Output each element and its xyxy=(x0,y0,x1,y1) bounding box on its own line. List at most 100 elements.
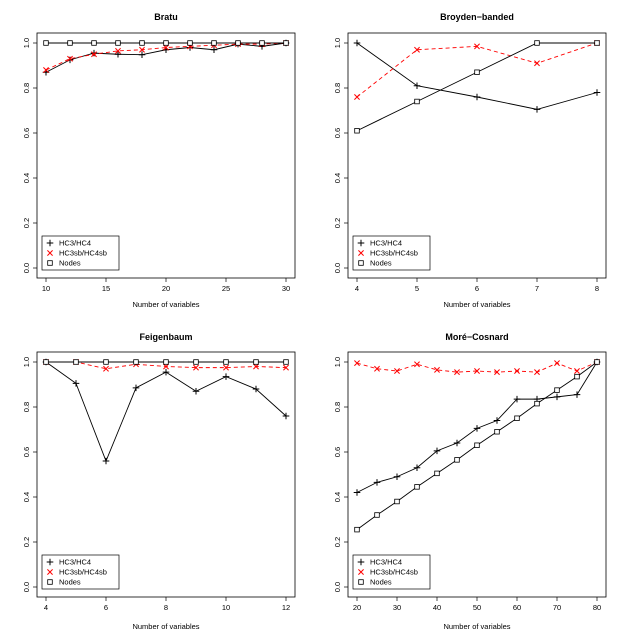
plot-panel-1: Bratu Number of variables 10 15 20 25 30 0.0 0.2… xyxy=(22,12,296,309)
data-point-square xyxy=(534,400,540,407)
data-point-square xyxy=(223,359,229,365)
x-axis-label: Number of variables xyxy=(132,622,199,631)
legend-label: HC3sb/HC4sb xyxy=(370,249,418,258)
y-tick-label: 1.0 xyxy=(22,357,31,367)
data-point-square xyxy=(374,512,380,518)
x-axis-label: Number of variables xyxy=(443,300,510,309)
legend-label: HC3sb/HC4sb xyxy=(370,568,418,577)
data-point-plus xyxy=(114,50,122,58)
data-point-cross xyxy=(434,366,440,373)
legend-label: HC3/HC4 xyxy=(59,558,91,567)
data-point-cross xyxy=(354,94,360,100)
data-point-square xyxy=(163,359,169,365)
data-point-square xyxy=(91,40,97,46)
data-point-square xyxy=(115,40,121,46)
data-point-square xyxy=(414,484,420,490)
x-tick-label: 20 xyxy=(353,603,361,612)
series-line-hc3sb-hc4sb xyxy=(45,42,287,71)
data-point-plus xyxy=(573,391,581,398)
data-point-square xyxy=(259,40,265,46)
data-point-cross xyxy=(163,44,169,51)
legend-label: HC3/HC4 xyxy=(59,239,91,248)
legend-box xyxy=(41,235,120,271)
legend-marker-cross xyxy=(358,250,364,256)
legend-marker-plus xyxy=(357,558,365,566)
series-line-hc3-hc4 xyxy=(45,361,287,463)
x-tick-label: 25 xyxy=(222,284,230,293)
y-tick-label: 0.2 xyxy=(22,537,31,547)
data-point-square xyxy=(283,40,289,46)
data-point-square xyxy=(454,457,460,463)
legend-marker-plus xyxy=(46,558,54,566)
x-tick-label: 20 xyxy=(162,284,170,293)
y-tick-label: 0.2 xyxy=(333,218,342,228)
data-point-cross xyxy=(454,369,460,376)
x-tick-label: 50 xyxy=(473,603,481,612)
data-point-square xyxy=(494,429,500,435)
data-point-plus xyxy=(593,89,601,96)
data-point-plus xyxy=(393,473,401,481)
data-point-plus xyxy=(473,93,481,101)
x-tick-label: 8 xyxy=(595,284,599,293)
data-point-plus xyxy=(282,412,290,420)
data-point-cross xyxy=(115,47,121,54)
y-tick-label: 0.6 xyxy=(22,128,31,138)
y-tick-label: 0.2 xyxy=(22,218,31,228)
legend-box xyxy=(352,235,431,271)
data-point-square xyxy=(163,40,169,46)
data-point-plus xyxy=(90,49,98,57)
chart-title: Moré−Cosnard xyxy=(445,332,508,342)
x-tick-label: 10 xyxy=(222,603,230,612)
x-tick-label: 6 xyxy=(475,284,479,293)
y-tick-label: 0.2 xyxy=(333,537,342,547)
plot-panel-2: Broyden−banded Number of variables 4 5 6 7 8 0.… xyxy=(333,12,607,309)
legend-box xyxy=(352,554,431,590)
data-point-cross xyxy=(534,369,540,376)
data-point-square xyxy=(434,470,440,477)
y-tick-label: 1.0 xyxy=(333,357,342,367)
legend-marker-cross xyxy=(47,569,53,575)
data-point-cross xyxy=(193,364,199,371)
data-point-cross xyxy=(91,51,97,58)
x-tick-label: 10 xyxy=(42,284,50,293)
legend-marker-square xyxy=(358,579,364,585)
legend-label: HC3/HC4 xyxy=(370,558,402,567)
data-point-cross xyxy=(283,364,289,371)
chart-title: Bratu xyxy=(154,12,178,22)
data-point-cross xyxy=(354,360,360,367)
y-tick-label: 0.0 xyxy=(333,582,342,592)
data-point-plus xyxy=(373,479,381,486)
y-tick-label: 0.4 xyxy=(333,492,342,502)
x-tick-label: 30 xyxy=(282,284,290,293)
data-point-square xyxy=(534,40,540,46)
legend-marker-square xyxy=(47,260,53,266)
data-point-square xyxy=(414,98,420,105)
data-point-cross xyxy=(534,60,540,67)
data-point-plus xyxy=(433,447,441,455)
y-tick-label: 0.6 xyxy=(333,447,342,457)
data-point-square xyxy=(67,40,73,46)
data-point-plus xyxy=(210,46,218,54)
x-tick-label: 4 xyxy=(355,284,359,293)
data-point-plus xyxy=(72,380,80,387)
x-axis-label: Number of variables xyxy=(132,300,199,309)
x-tick-label: 60 xyxy=(513,603,521,612)
data-point-plus xyxy=(162,368,170,376)
x-tick-label: 12 xyxy=(282,603,290,612)
data-point-square xyxy=(594,40,600,46)
data-point-cross xyxy=(374,365,380,372)
y-tick-label: 0.8 xyxy=(22,402,31,412)
y-tick-label: 0.8 xyxy=(333,402,342,412)
data-point-plus xyxy=(353,39,361,47)
legend-marker-cross xyxy=(47,250,53,256)
data-point-square xyxy=(554,387,560,393)
legend-label: Nodes xyxy=(59,578,81,587)
data-point-square xyxy=(474,442,480,448)
data-point-square xyxy=(43,40,49,46)
data-point-cross xyxy=(574,368,580,374)
data-point-cross xyxy=(554,360,560,367)
data-point-plus xyxy=(192,387,200,395)
